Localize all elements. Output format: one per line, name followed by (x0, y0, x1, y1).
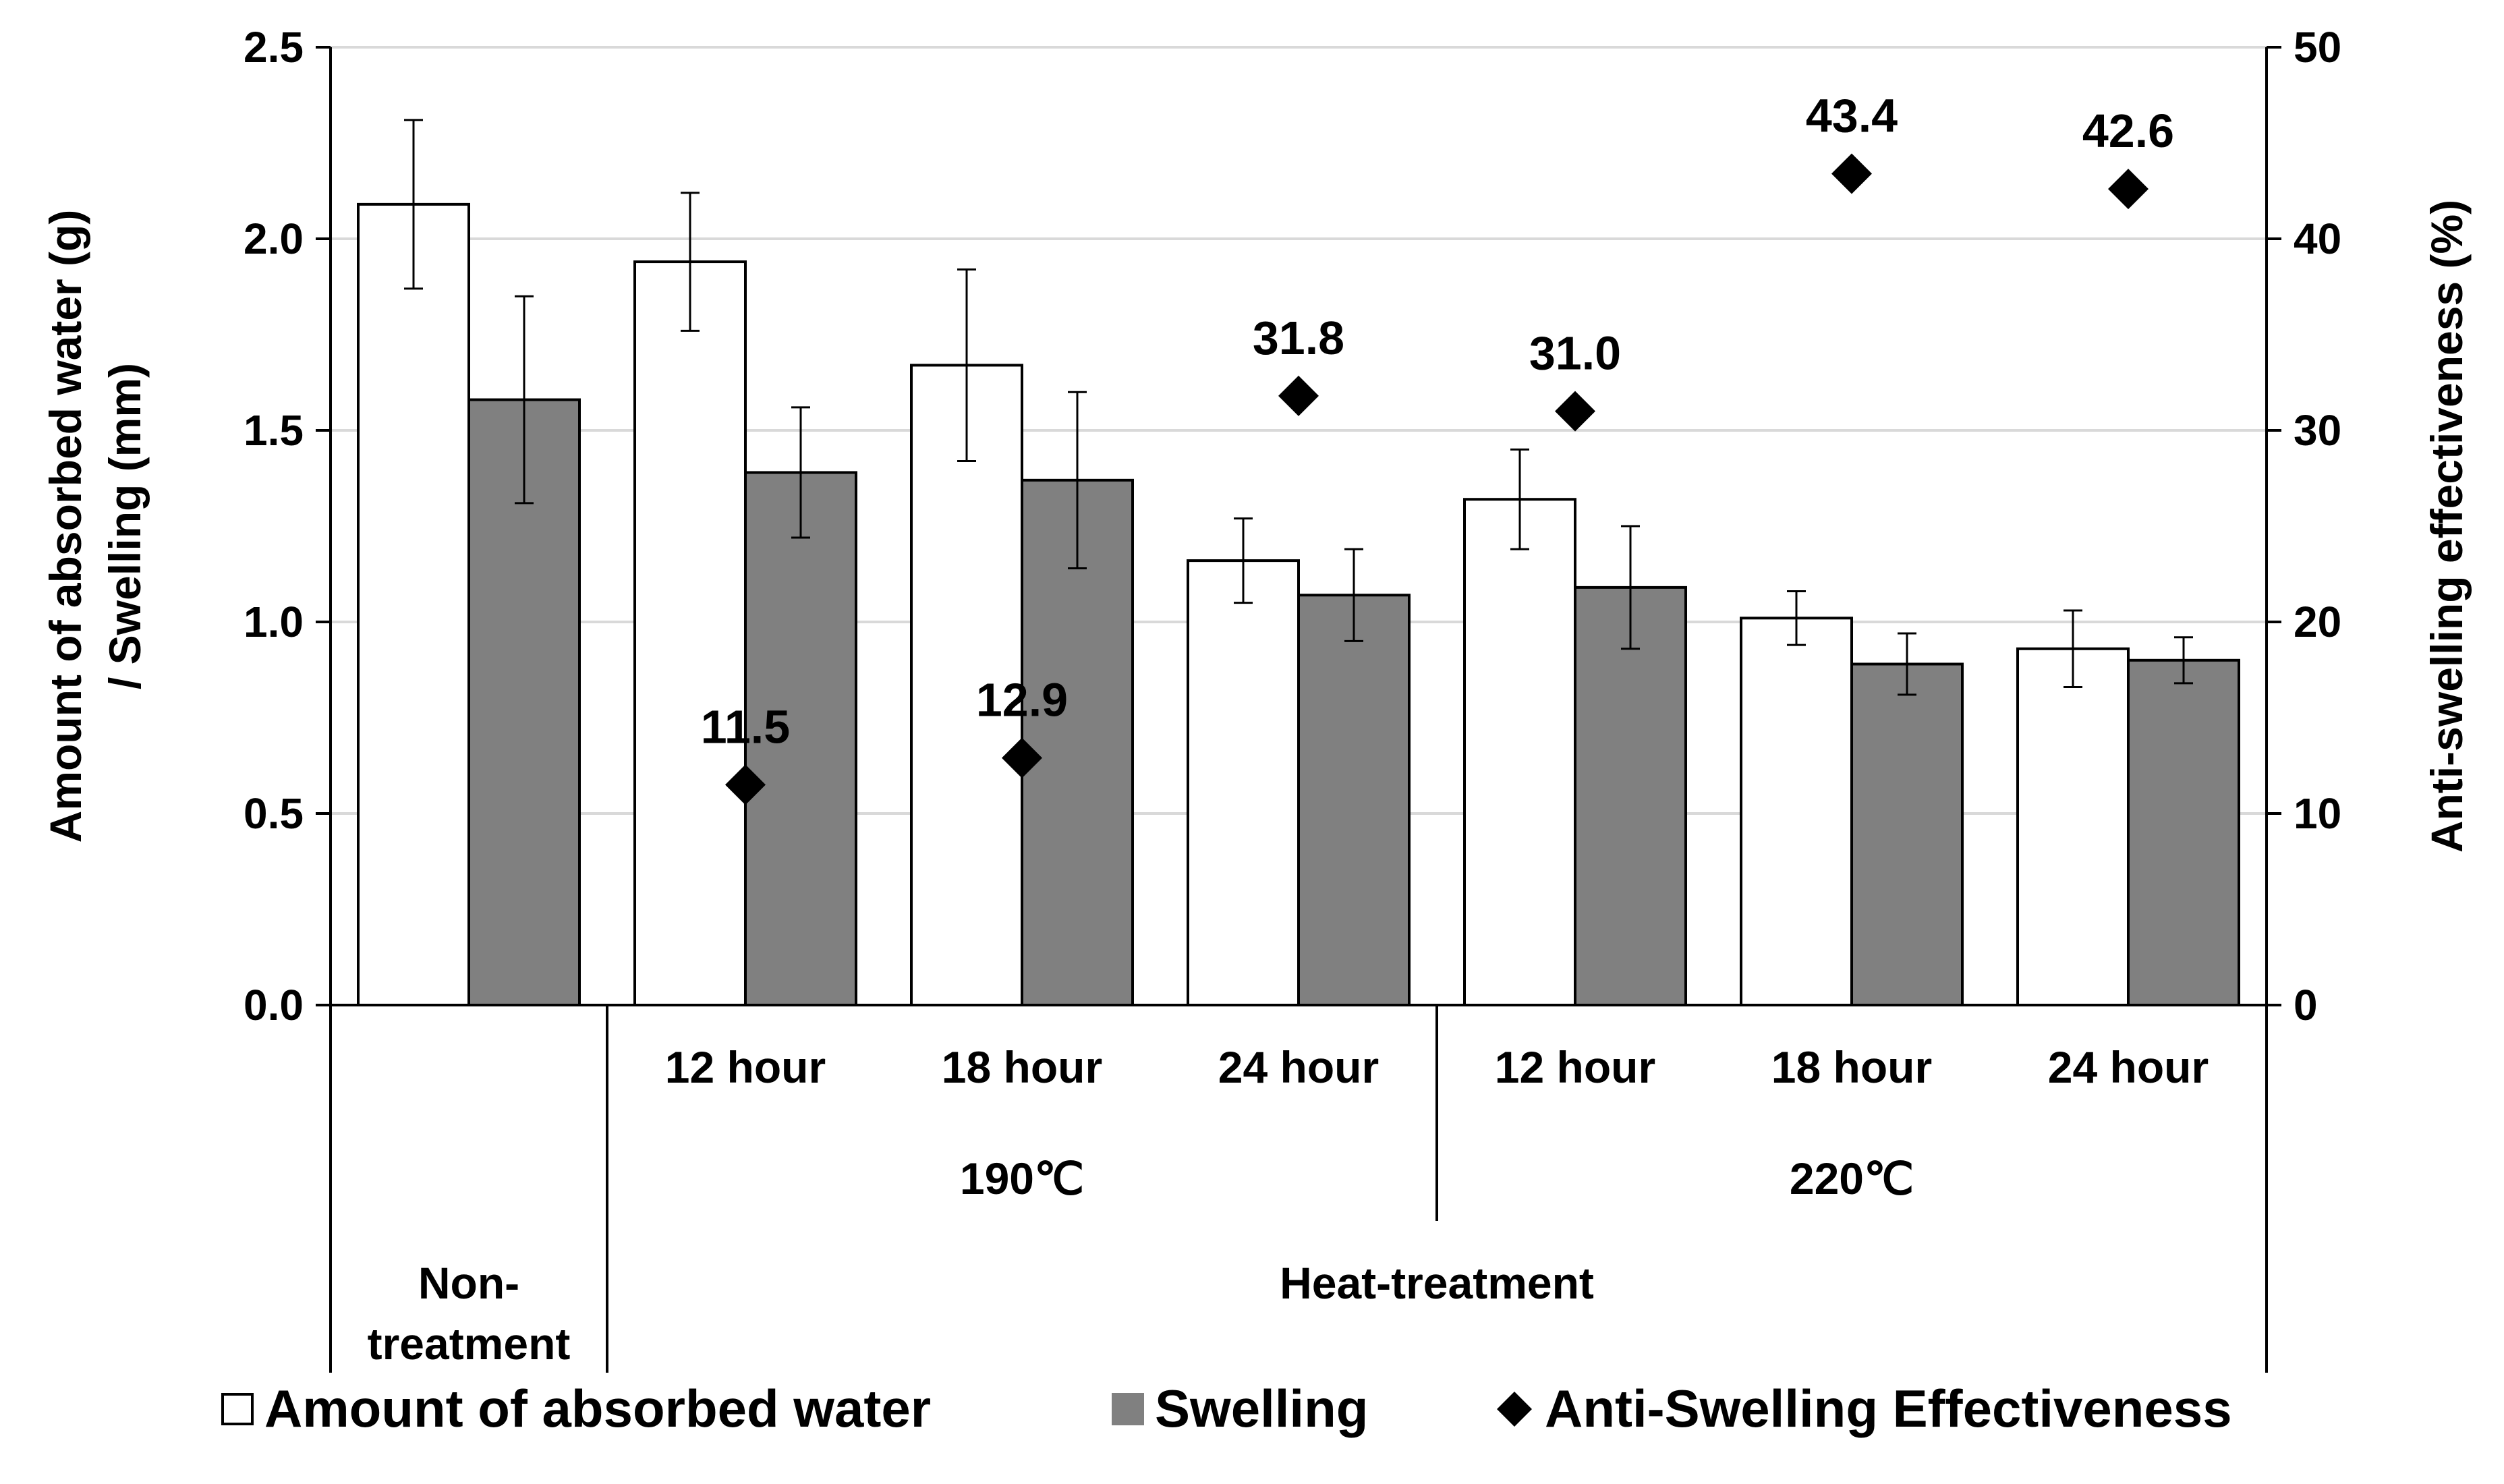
left-tick-label: 0.5 (244, 789, 304, 838)
data-label: 42.6 (2082, 105, 2174, 157)
left-axis-title: Amount of absorbed water (g) / Swelling (… (40, 210, 150, 843)
category-label: 12 hour (1495, 1042, 1655, 1092)
category-label: 18 hour (942, 1042, 1102, 1092)
left-tick-label: 1.5 (244, 406, 304, 455)
category-label: 12 hour (665, 1042, 826, 1092)
absorbed-water-bar (2016, 647, 2130, 1006)
anti-swelling-point (1278, 375, 1319, 416)
swelling-bar (1574, 586, 1687, 1006)
left-tick-label: 0.0 (244, 981, 304, 1029)
category-label: 24 hour (2048, 1042, 2209, 1092)
data-label: 12.9 (976, 674, 1068, 726)
legend-label: Amount of absorbed water (264, 1379, 931, 1438)
data-label: 43.4 (1806, 89, 1898, 142)
legend-label: Anti-Swelling Effectiveness (1545, 1379, 2232, 1438)
right-axis-title: Anti-swelling effectiveness (%) (2422, 200, 2472, 853)
axes (316, 46, 2281, 1006)
absorbed-water-bar (357, 202, 470, 1006)
left-tick-label: 2.5 (244, 23, 304, 72)
group-label: Heat-treatment (1280, 1258, 1594, 1308)
anti-swelling-point (2108, 169, 2149, 210)
absorbed-water-bar (633, 260, 747, 1007)
data-label: 11.5 (701, 700, 790, 753)
bars (357, 202, 2240, 1007)
absorbed-water-bar (1740, 617, 1853, 1006)
scatter-points: 11.5 12.9 31.8 31.0 43.4 42.6 (701, 89, 2174, 805)
legend-label: Swelling (1155, 1379, 1368, 1438)
axis-titles: Amount of absorbed water (g) / Swelling (… (40, 200, 2472, 853)
group-label: Non- (418, 1258, 519, 1308)
category-axis: 12 hour 18 hour 24 hour 12 hour 18 hour 24 ho… (329, 1005, 2268, 1373)
right-tick-label: 50 (2294, 23, 2341, 72)
right-tick-label: 20 (2294, 598, 2341, 646)
group-label: 220℃ (1790, 1153, 1914, 1203)
legend-swatch-anti-swelling (1497, 1392, 1532, 1427)
swelling-bar (744, 471, 857, 1006)
legend-swatch-absorbed-water (221, 1393, 254, 1425)
anti-swelling-point (1831, 153, 1872, 194)
group-label: treatment (368, 1319, 571, 1369)
right-tick-label: 0 (2294, 981, 2318, 1029)
absorbed-water-bar (1463, 498, 1576, 1006)
data-label: 31.0 (1529, 327, 1621, 380)
swelling-bar (2127, 658, 2240, 1006)
left-tick-label: 1.0 (244, 598, 304, 646)
right-tick-label: 10 (2294, 789, 2341, 838)
absorbed-water-bar (1187, 559, 1300, 1006)
anti-swelling-point (1555, 391, 1595, 432)
right-tick-label: 30 (2294, 406, 2341, 455)
swelling-bar (1297, 594, 1411, 1006)
left-tick-label: 2.0 (244, 215, 304, 263)
legend-swatch-swelling (1112, 1393, 1144, 1425)
category-label: 24 hour (1218, 1042, 1379, 1092)
data-label: 31.8 (1253, 312, 1344, 364)
anti-swelling-point (1002, 737, 1042, 778)
tick-labels: 0.0 0.5 1.0 1.5 2.0 2.5 0 10 20 30 40 50 (244, 23, 2341, 1029)
group-label: 190℃ (960, 1153, 1084, 1203)
category-label: 18 hour (1771, 1042, 1932, 1092)
swelling-bar (1850, 662, 1964, 1006)
legend: Amount of absorbed water Swelling Anti-Swe… (221, 1379, 2232, 1438)
error-bars (404, 119, 2193, 696)
anti-swelling-point (725, 764, 766, 805)
right-tick-label: 40 (2294, 215, 2341, 263)
